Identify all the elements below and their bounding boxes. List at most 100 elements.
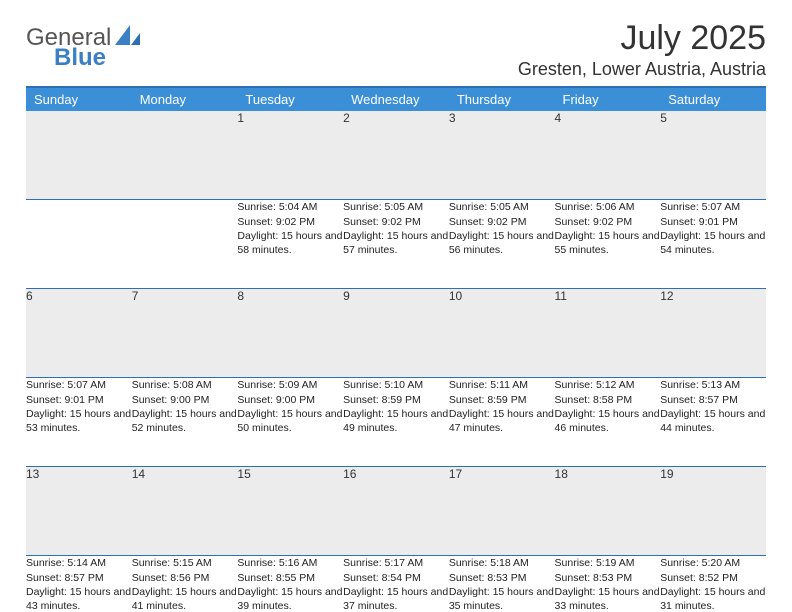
day-number-cell: 17	[449, 467, 555, 556]
sunrise-line: Sunrise: 5:17 AM	[343, 556, 449, 570]
daylight-line: Daylight: 15 hours and 37 minutes.	[343, 585, 449, 612]
day-detail-cell: Sunrise: 5:12 AMSunset: 8:58 PMDaylight:…	[555, 378, 661, 467]
daylight-line: Daylight: 15 hours and 35 minutes.	[449, 585, 555, 612]
day-number-cell	[132, 111, 238, 200]
sunrise-line: Sunrise: 5:08 AM	[132, 378, 238, 392]
day-detail-cell: Sunrise: 5:19 AMSunset: 8:53 PMDaylight:…	[555, 556, 661, 612]
logo: General Blue	[26, 24, 141, 52]
sunrise-line: Sunrise: 5:18 AM	[449, 556, 555, 570]
day-detail-cell	[26, 200, 132, 289]
sunrise-line: Sunrise: 5:19 AM	[555, 556, 661, 570]
sunset-line: Sunset: 8:59 PM	[343, 393, 449, 407]
weekday-header: Tuesday	[237, 88, 343, 111]
day-detail-cell: Sunrise: 5:05 AMSunset: 9:02 PMDaylight:…	[343, 200, 449, 289]
sunset-line: Sunset: 9:00 PM	[237, 393, 343, 407]
sunset-line: Sunset: 8:55 PM	[237, 571, 343, 585]
logo-sail-icon	[115, 25, 141, 52]
sunset-line: Sunset: 8:57 PM	[660, 393, 766, 407]
daylight-line: Daylight: 15 hours and 56 minutes.	[449, 229, 555, 257]
day-detail-cell: Sunrise: 5:13 AMSunset: 8:57 PMDaylight:…	[660, 378, 766, 467]
day-detail-cell: Sunrise: 5:08 AMSunset: 9:00 PMDaylight:…	[132, 378, 238, 467]
sunset-line: Sunset: 8:53 PM	[555, 571, 661, 585]
day-detail-cell: Sunrise: 5:05 AMSunset: 9:02 PMDaylight:…	[449, 200, 555, 289]
logo-text-blue: Blue	[54, 44, 106, 72]
sunrise-line: Sunrise: 5:07 AM	[660, 200, 766, 214]
day-number-cell: 4	[555, 111, 661, 200]
weekday-header: Monday	[132, 88, 238, 111]
sunrise-line: Sunrise: 5:20 AM	[660, 556, 766, 570]
day-detail-cell: Sunrise: 5:06 AMSunset: 9:02 PMDaylight:…	[555, 200, 661, 289]
day-number-cell: 10	[449, 289, 555, 378]
day-number-cell: 3	[449, 111, 555, 200]
sunrise-line: Sunrise: 5:16 AM	[237, 556, 343, 570]
day-detail-cell: Sunrise: 5:11 AMSunset: 8:59 PMDaylight:…	[449, 378, 555, 467]
sunset-line: Sunset: 9:02 PM	[555, 215, 661, 229]
sunset-line: Sunset: 8:58 PM	[555, 393, 661, 407]
daylight-line: Daylight: 15 hours and 43 minutes.	[26, 585, 132, 612]
sunrise-line: Sunrise: 5:07 AM	[26, 378, 132, 392]
daylight-line: Daylight: 15 hours and 33 minutes.	[555, 585, 661, 612]
sunset-line: Sunset: 9:01 PM	[26, 393, 132, 407]
daylight-line: Daylight: 15 hours and 49 minutes.	[343, 407, 449, 435]
day-detail-cell: Sunrise: 5:07 AMSunset: 9:01 PMDaylight:…	[660, 200, 766, 289]
sunset-line: Sunset: 8:54 PM	[343, 571, 449, 585]
weekday-header: Sunday	[26, 88, 132, 111]
sunrise-line: Sunrise: 5:13 AM	[660, 378, 766, 392]
day-detail-cell	[132, 200, 238, 289]
day-detail-cell: Sunrise: 5:18 AMSunset: 8:53 PMDaylight:…	[449, 556, 555, 612]
weekday-header-row: Sunday Monday Tuesday Wednesday Thursday…	[26, 88, 766, 111]
day-number-cell: 14	[132, 467, 238, 556]
day-detail-cell: Sunrise: 5:07 AMSunset: 9:01 PMDaylight:…	[26, 378, 132, 467]
day-number-cell: 16	[343, 467, 449, 556]
sunrise-line: Sunrise: 5:14 AM	[26, 556, 132, 570]
sunrise-line: Sunrise: 5:11 AM	[449, 378, 555, 392]
calendar-table: Sunday Monday Tuesday Wednesday Thursday…	[26, 88, 766, 612]
sunrise-line: Sunrise: 5:12 AM	[555, 378, 661, 392]
day-number-cell: 15	[237, 467, 343, 556]
day-number-row: 6789101112	[26, 289, 766, 378]
sunrise-line: Sunrise: 5:10 AM	[343, 378, 449, 392]
sunrise-line: Sunrise: 5:04 AM	[237, 200, 343, 214]
calendar-body: 12345 Sunrise: 5:04 AMSunset: 9:02 PMDay…	[26, 111, 766, 612]
calendar-page: General Blue July 2025 Gresten, Lower Au…	[0, 0, 792, 612]
day-number-cell: 7	[132, 289, 238, 378]
day-number-cell	[26, 111, 132, 200]
sunset-line: Sunset: 9:02 PM	[237, 215, 343, 229]
daylight-line: Daylight: 15 hours and 52 minutes.	[132, 407, 238, 435]
daylight-line: Daylight: 15 hours and 41 minutes.	[132, 585, 238, 612]
sunset-line: Sunset: 8:53 PM	[449, 571, 555, 585]
day-detail-cell: Sunrise: 5:16 AMSunset: 8:55 PMDaylight:…	[237, 556, 343, 612]
daylight-line: Daylight: 15 hours and 39 minutes.	[237, 585, 343, 612]
daylight-line: Daylight: 15 hours and 46 minutes.	[555, 407, 661, 435]
day-detail-cell: Sunrise: 5:15 AMSunset: 8:56 PMDaylight:…	[132, 556, 238, 612]
day-detail-cell: Sunrise: 5:20 AMSunset: 8:52 PMDaylight:…	[660, 556, 766, 612]
day-number-cell: 19	[660, 467, 766, 556]
day-number-cell: 2	[343, 111, 449, 200]
day-number-cell: 13	[26, 467, 132, 556]
daylight-line: Daylight: 15 hours and 57 minutes.	[343, 229, 449, 257]
weekday-header: Thursday	[449, 88, 555, 111]
day-detail-cell: Sunrise: 5:14 AMSunset: 8:57 PMDaylight:…	[26, 556, 132, 612]
day-detail-cell: Sunrise: 5:17 AMSunset: 8:54 PMDaylight:…	[343, 556, 449, 612]
sunset-line: Sunset: 9:02 PM	[343, 215, 449, 229]
sunset-line: Sunset: 9:01 PM	[660, 215, 766, 229]
page-header: General Blue July 2025 Gresten, Lower Au…	[26, 20, 766, 80]
weekday-header: Saturday	[660, 88, 766, 111]
day-number-row: 12345	[26, 111, 766, 200]
sunset-line: Sunset: 8:59 PM	[449, 393, 555, 407]
sunrise-line: Sunrise: 5:06 AM	[555, 200, 661, 214]
title-block: July 2025 Gresten, Lower Austria, Austri…	[518, 20, 766, 80]
sunset-line: Sunset: 8:52 PM	[660, 571, 766, 585]
weekday-header: Wednesday	[343, 88, 449, 111]
daylight-line: Daylight: 15 hours and 50 minutes.	[237, 407, 343, 435]
sunrise-line: Sunrise: 5:05 AM	[343, 200, 449, 214]
daylight-line: Daylight: 15 hours and 58 minutes.	[237, 229, 343, 257]
sunset-line: Sunset: 9:00 PM	[132, 393, 238, 407]
day-detail-row: Sunrise: 5:07 AMSunset: 9:01 PMDaylight:…	[26, 378, 766, 467]
weekday-header: Friday	[555, 88, 661, 111]
day-number-cell: 1	[237, 111, 343, 200]
day-number-cell: 6	[26, 289, 132, 378]
day-detail-row: Sunrise: 5:14 AMSunset: 8:57 PMDaylight:…	[26, 556, 766, 612]
daylight-line: Daylight: 15 hours and 53 minutes.	[26, 407, 132, 435]
day-number-cell: 8	[237, 289, 343, 378]
